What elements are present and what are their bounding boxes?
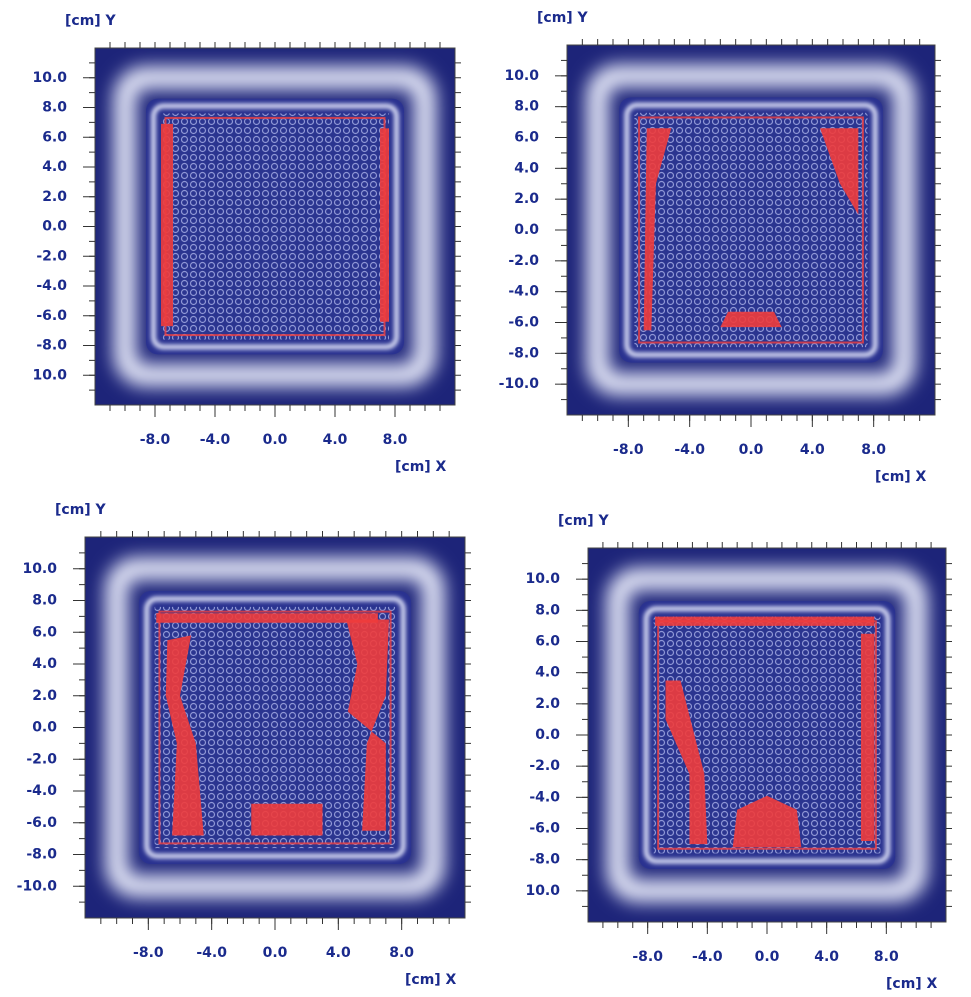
x-tick-label: 8.0 — [874, 949, 899, 965]
y-tick-label: -6.0 — [36, 308, 67, 324]
y-tick-label: 4.0 — [32, 656, 57, 672]
x-axis-title: [cm] X — [875, 469, 927, 485]
x-tick-label: 0.0 — [263, 945, 288, 961]
y-tick-label: -2.0 — [26, 751, 57, 767]
y-tick-label: 10.0 — [22, 561, 57, 577]
x-tick-label: -4.0 — [200, 432, 231, 448]
y-tick-label: -8.0 — [26, 847, 57, 863]
y-axis-title: [cm] Y — [558, 513, 610, 529]
hot-region — [655, 617, 874, 626]
hot-region — [380, 128, 389, 321]
x-axis-title: [cm] X — [395, 459, 447, 475]
hot-region — [156, 613, 378, 623]
y-tick-label: 6.0 — [32, 624, 57, 640]
y-tick-label: 4.0 — [514, 160, 539, 176]
y-tick-label: -10.0 — [499, 376, 540, 392]
x-tick-label: -8.0 — [613, 442, 644, 458]
y-tick-label: 2.0 — [535, 696, 560, 712]
y-tick-label: 10.0 — [525, 571, 560, 587]
x-tick-label: 8.0 — [861, 442, 886, 458]
y-tick-label: -8.0 — [508, 345, 539, 361]
y-tick-label: 2.0 — [32, 688, 57, 704]
core — [161, 113, 389, 339]
y-tick-label: 10.0 — [525, 883, 560, 899]
y-tick-label: 10.0 — [32, 70, 67, 86]
heatmap — [567, 45, 935, 415]
y-tick-label: 4.0 — [42, 159, 67, 175]
y-tick-label: -4.0 — [36, 278, 67, 294]
y-tick-label: 6.0 — [535, 634, 560, 650]
x-tick-label: -4.0 — [692, 949, 723, 965]
panel: -8.0 -4.0 0.0 4.0 8.0 10.0 8.0 6.0 4.0 2.0 0.0 -2.0… — [17, 502, 471, 988]
figure: -8.0 -4.0 0.0 4.0 8.0 10.0 8.0 6.0 4.0 2.0 0.0 -2.0… — [0, 0, 971, 997]
y-tick-label: -6.0 — [508, 315, 539, 331]
y-tick-label: 6.0 — [42, 129, 67, 145]
x-tick-label: 4.0 — [814, 949, 839, 965]
heatmap — [588, 548, 946, 922]
x-tick-label: -8.0 — [140, 432, 171, 448]
y-tick-label: 2.0 — [514, 191, 539, 207]
y-tick-label: -10.0 — [17, 878, 58, 894]
y-tick-label: 0.0 — [42, 219, 67, 235]
y-axis-title: [cm] Y — [65, 13, 117, 29]
y-tick-label: -2.0 — [529, 758, 560, 774]
x-axis-title: [cm] X — [405, 972, 457, 988]
heatmap — [95, 48, 455, 405]
y-tick-label: 2.0 — [42, 189, 67, 205]
y-axis-title: [cm] Y — [55, 502, 107, 518]
y-tick-label: -6.0 — [26, 815, 57, 831]
x-tick-label: 4.0 — [800, 442, 825, 458]
y-tick-label: 10.0 — [32, 367, 67, 383]
x-tick-label: 4.0 — [323, 432, 348, 448]
x-tick-label: -4.0 — [674, 442, 705, 458]
y-tick-label: -8.0 — [529, 852, 560, 868]
y-tick-label: -4.0 — [529, 789, 560, 805]
y-tick-label: -2.0 — [36, 248, 67, 264]
panel: -8.0 -4.0 0.0 4.0 8.0 10.0 8.0 6.0 4.0 2.0 0.0 -2.0… — [499, 10, 941, 485]
heatmap — [85, 537, 465, 918]
y-tick-label: 10.0 — [504, 68, 539, 84]
hot-region — [161, 124, 173, 326]
hot-region — [251, 804, 322, 836]
hot-region — [861, 634, 874, 841]
y-tick-label: -2.0 — [508, 253, 539, 269]
panel: -8.0 -4.0 0.0 4.0 8.0 10.0 8.0 6.0 4.0 2.0 0.0 -2.0… — [525, 513, 952, 992]
y-tick-label: 6.0 — [514, 130, 539, 146]
y-tick-label: -4.0 — [26, 783, 57, 799]
x-tick-label: 0.0 — [739, 442, 764, 458]
y-tick-label: -6.0 — [529, 821, 560, 837]
y-tick-label: 0.0 — [32, 720, 57, 736]
y-axis-title: [cm] Y — [537, 10, 589, 26]
x-tick-label: 8.0 — [389, 945, 414, 961]
x-tick-label: -8.0 — [632, 949, 663, 965]
x-tick-label: 0.0 — [755, 949, 780, 965]
x-tick-label: 0.0 — [263, 432, 288, 448]
x-tick-label: -8.0 — [133, 945, 164, 961]
y-tick-label: 8.0 — [514, 99, 539, 115]
y-tick-label: 8.0 — [42, 100, 67, 116]
y-tick-label: 4.0 — [535, 665, 560, 681]
x-tick-label: 8.0 — [383, 432, 408, 448]
y-tick-label: -8.0 — [36, 338, 67, 354]
hot-region — [720, 312, 781, 327]
x-tick-label: 4.0 — [326, 945, 351, 961]
y-tick-label: 8.0 — [32, 593, 57, 609]
y-tick-label: 0.0 — [514, 222, 539, 238]
y-tick-label: 8.0 — [535, 602, 560, 618]
panel: -8.0 -4.0 0.0 4.0 8.0 10.0 8.0 6.0 4.0 2.0 0.0 -2.0… — [32, 13, 461, 475]
x-tick-label: -4.0 — [196, 945, 227, 961]
y-tick-label: -4.0 — [508, 284, 539, 300]
x-axis-title: [cm] X — [886, 976, 938, 992]
y-tick-label: 0.0 — [535, 727, 560, 743]
